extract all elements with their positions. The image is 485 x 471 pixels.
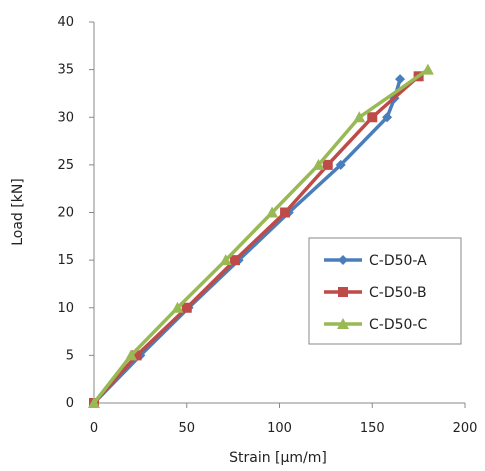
data-point <box>280 207 291 218</box>
x-tick-label: 0 <box>90 421 98 436</box>
y-tick-label: 10 <box>57 301 74 316</box>
y-axis-title: Load [kN] <box>10 178 26 246</box>
legend-item: C-D50-B <box>324 285 427 301</box>
y-tick-label: 20 <box>57 206 74 221</box>
y-tick-label: 5 <box>66 348 74 363</box>
y-tick-label: 25 <box>57 158 74 173</box>
legend-label: C-D50-C <box>369 317 427 333</box>
data-point <box>181 302 192 313</box>
legend-label: C-D50-A <box>369 253 427 269</box>
legend-marker <box>337 318 349 329</box>
legend: C-D50-A C-D50-B C-D50-C <box>308 237 462 345</box>
data-point <box>322 159 333 170</box>
data-point <box>353 111 366 123</box>
y-tick-label: 15 <box>57 253 74 268</box>
series-layer <box>88 63 434 408</box>
x-tick-label: 100 <box>267 421 292 436</box>
y-tick-label: 35 <box>57 63 74 78</box>
data-point <box>421 63 434 75</box>
axes: 0 5 10 15 20 25 30 35 40 0 50 100 150 200 <box>57 15 477 436</box>
series-line <box>92 74 421 405</box>
legend-item: C-D50-C <box>324 317 427 333</box>
legend-marker <box>338 287 348 297</box>
data-point <box>395 74 406 85</box>
series-C-D50-C <box>88 63 434 408</box>
data-point <box>367 112 378 123</box>
series-line <box>92 67 430 405</box>
data-point <box>312 158 325 170</box>
data-point <box>266 206 279 218</box>
x-tick-label: 50 <box>178 421 195 436</box>
data-point <box>171 301 184 313</box>
data-point <box>131 350 142 361</box>
data-point <box>229 255 240 266</box>
x-tick-label: 200 <box>453 421 478 436</box>
y-tick-label: 0 <box>66 396 74 411</box>
y-tick-label: 40 <box>57 15 74 30</box>
x-tick-label: 150 <box>360 421 385 436</box>
data-point <box>219 254 232 266</box>
y-tick-label: 30 <box>57 110 74 125</box>
x-axis-title: Strain [μm/m] <box>229 450 327 466</box>
data-point <box>335 159 346 170</box>
data-point <box>125 349 138 361</box>
legend-label: C-D50-B <box>369 285 427 301</box>
legend-item: C-D50-A <box>324 253 427 269</box>
data-point <box>382 112 393 123</box>
legend-marker <box>338 255 348 265</box>
data-point <box>88 397 100 408</box>
